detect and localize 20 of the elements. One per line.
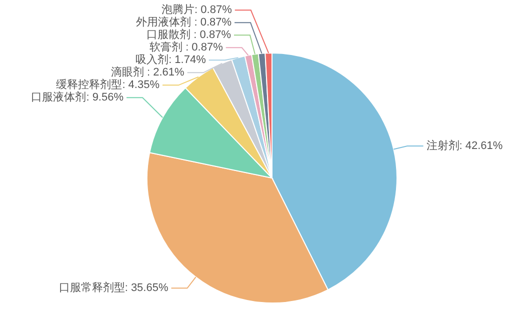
data-label: : 0.87% [182, 42, 224, 54]
data-label: : 1.74% [168, 54, 206, 66]
data-label: : 42.61% [459, 140, 503, 152]
slice-label: 滴眼剂 [110, 66, 144, 79]
data-label: : 9.56% [86, 92, 124, 104]
slice-label: 口服液体剂 [31, 90, 86, 104]
slice-label: 泡腾片 [162, 3, 195, 16]
data-label: : 0.87% [194, 4, 232, 16]
data-label: : 35.65% [124, 282, 168, 294]
data-label: : 4.35% [122, 79, 160, 92]
slice-label: 注射剂 [426, 139, 460, 152]
data-label: : 0.87% [190, 29, 232, 42]
data-label: : 2.61% [144, 66, 185, 79]
slice-label: 外用液体剂 [136, 16, 192, 29]
slice-label: 口服散剂 [146, 28, 191, 42]
slice-label: 吸入剂 [136, 53, 169, 66]
slice-label: 软膏剂 [150, 40, 183, 54]
slice-label: 口服常释剂型 [58, 281, 125, 294]
slice-label: 缓释控释剂型 [56, 78, 122, 92]
data-label: : 0.87% [191, 16, 232, 29]
